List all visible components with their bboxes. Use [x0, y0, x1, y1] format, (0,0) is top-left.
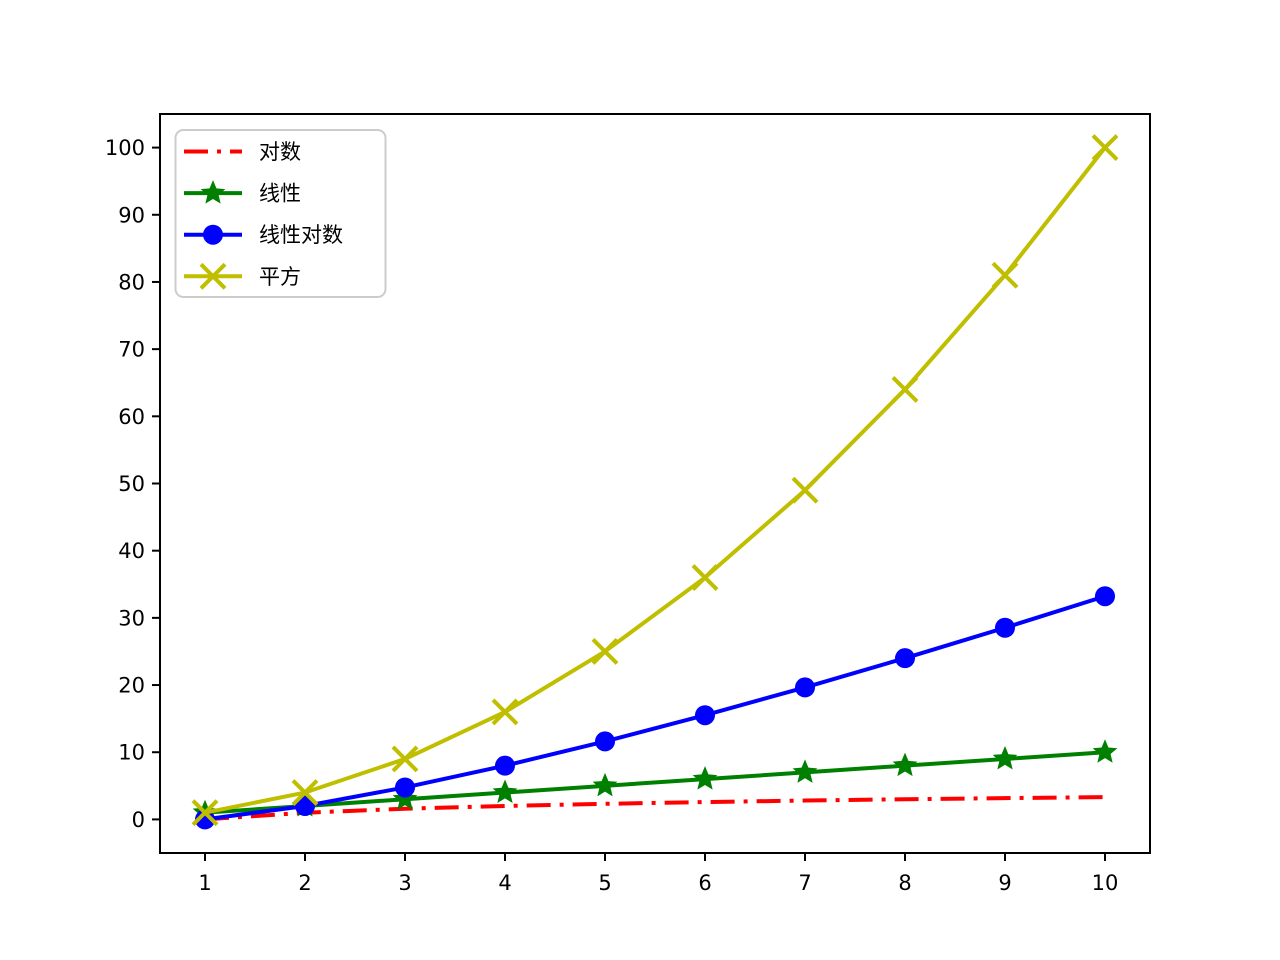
axes-frame: [159, 113, 1151, 854]
circle-marker: [295, 795, 315, 816]
star-marker: [392, 786, 418, 810]
x-marker: [391, 745, 419, 773]
y-tick-label: 30: [118, 606, 145, 630]
y-tick-label: 40: [118, 539, 145, 563]
star-marker: [1092, 739, 1118, 763]
circle-marker: [195, 809, 215, 830]
star-marker: [592, 772, 618, 797]
series-2: [195, 586, 1115, 830]
star-marker: [792, 759, 818, 783]
legend-item: 平方: [184, 262, 301, 290]
x-marker: [199, 262, 227, 290]
series-line-2: [204, 594, 1106, 822]
circle-marker: [395, 777, 415, 798]
circle-marker: [795, 677, 815, 698]
legend-label: 线性对数: [259, 223, 343, 247]
x-marker: [1091, 134, 1119, 162]
x-marker: [191, 799, 219, 827]
x-tick-label: 2: [298, 871, 311, 895]
x-tick-label: 7: [798, 871, 811, 895]
circle-marker: [995, 617, 1015, 638]
series-line-1: [204, 750, 1106, 815]
y-tick-label: 90: [118, 203, 145, 227]
legend-item: 线性对数: [184, 223, 343, 247]
star-marker: [892, 752, 918, 777]
y-tick-label: 70: [118, 338, 145, 362]
x-tick-label: 9: [998, 871, 1011, 895]
series-line-3: [204, 146, 1107, 815]
x-tick-label: 4: [498, 871, 511, 895]
x-marker: [991, 261, 1019, 289]
legend-item: 对数: [184, 140, 301, 164]
x-tick-label: 6: [698, 871, 711, 895]
y-tick-label: 0: [132, 808, 145, 832]
star-marker: [492, 779, 518, 804]
x-marker: [291, 779, 319, 806]
series-line-0: [204, 795, 1106, 822]
legend-label: 对数: [259, 140, 301, 164]
circle-marker: [495, 755, 515, 776]
circle-marker: [595, 731, 615, 752]
series-3: [191, 134, 1119, 827]
x-marker: [891, 376, 919, 403]
y-tick-label: 80: [118, 270, 145, 294]
star-marker: [200, 180, 226, 204]
circle-marker: [203, 224, 223, 245]
legend-item: 线性: [184, 180, 301, 206]
x-tick-label: 3: [398, 871, 411, 895]
x-tick-label: 5: [598, 871, 611, 895]
x-tick-label: 10: [1092, 871, 1119, 895]
legend-box: [174, 129, 387, 298]
legend-label: 平方: [259, 265, 301, 289]
x-tick-label: 8: [898, 871, 911, 895]
circle-marker: [1095, 586, 1115, 607]
y-tick-label: 20: [118, 674, 145, 698]
series-0: [204, 795, 1106, 822]
legend-label: 线性: [259, 182, 301, 206]
x-marker: [691, 564, 719, 591]
y-tick-label: 10: [118, 741, 145, 765]
star-marker: [692, 766, 718, 790]
x-tick-label: 1: [198, 871, 211, 895]
y-tick-label: 60: [118, 405, 145, 429]
x-marker: [791, 476, 819, 504]
star-marker: [992, 745, 1018, 770]
x-marker: [491, 698, 519, 726]
y-tick-label: 100: [105, 136, 145, 160]
circle-marker: [895, 648, 915, 669]
circle-marker: [695, 705, 715, 726]
y-tick-label: 50: [118, 472, 145, 496]
x-marker: [591, 638, 619, 665]
